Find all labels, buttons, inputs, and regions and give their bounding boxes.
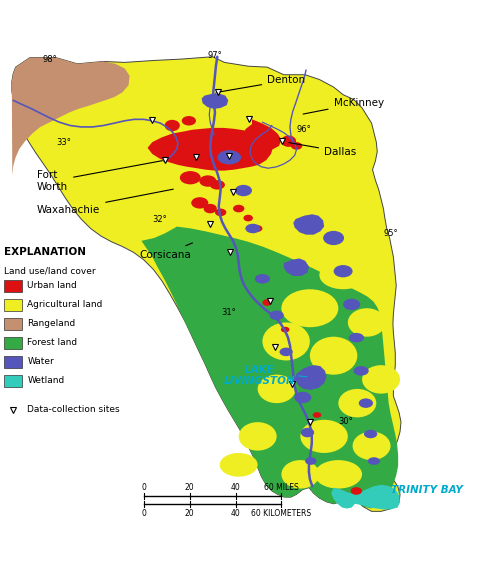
Polygon shape — [293, 215, 324, 234]
Text: Agricultural land: Agricultural land — [27, 300, 103, 309]
Text: EXPLANATION: EXPLANATION — [4, 246, 86, 257]
Ellipse shape — [243, 215, 253, 221]
Ellipse shape — [210, 180, 225, 189]
Text: Water: Water — [27, 357, 54, 366]
Text: 96°: 96° — [297, 125, 311, 134]
Ellipse shape — [165, 120, 180, 131]
Text: Wetland: Wetland — [27, 376, 65, 385]
Text: 40: 40 — [231, 483, 241, 492]
Ellipse shape — [294, 391, 311, 403]
Ellipse shape — [220, 453, 258, 477]
Ellipse shape — [368, 457, 380, 465]
Ellipse shape — [239, 422, 277, 451]
Ellipse shape — [281, 460, 320, 489]
Text: 98°: 98° — [43, 55, 58, 64]
Ellipse shape — [315, 460, 362, 489]
Ellipse shape — [364, 430, 377, 438]
Ellipse shape — [338, 389, 376, 418]
Polygon shape — [341, 485, 400, 509]
Ellipse shape — [310, 337, 357, 374]
Text: Rangeland: Rangeland — [27, 319, 76, 328]
Text: Fort
Worth: Fort Worth — [37, 160, 162, 192]
Ellipse shape — [313, 412, 321, 418]
Bar — [4, 299, 22, 311]
Ellipse shape — [182, 116, 196, 126]
Ellipse shape — [199, 175, 216, 187]
Bar — [4, 280, 22, 292]
Ellipse shape — [281, 135, 296, 147]
Text: Waxahachie: Waxahachie — [37, 189, 174, 215]
Text: 97°: 97° — [208, 51, 222, 60]
Polygon shape — [242, 119, 281, 151]
Ellipse shape — [301, 428, 314, 438]
Text: McKinney: McKinney — [303, 98, 384, 114]
Text: Corsicana: Corsicana — [139, 243, 192, 259]
Ellipse shape — [180, 171, 201, 184]
Text: 30°: 30° — [338, 417, 352, 426]
Ellipse shape — [245, 224, 260, 233]
Ellipse shape — [191, 197, 208, 209]
Ellipse shape — [343, 299, 360, 310]
Ellipse shape — [215, 209, 227, 216]
Bar — [4, 337, 22, 349]
Ellipse shape — [362, 365, 400, 394]
Text: Data-collection sites: Data-collection sites — [27, 405, 120, 414]
Ellipse shape — [298, 381, 307, 387]
Ellipse shape — [262, 299, 272, 306]
Text: Denton: Denton — [220, 76, 305, 92]
Text: 60 KILOMETERS: 60 KILOMETERS — [251, 509, 311, 517]
Ellipse shape — [255, 274, 270, 283]
Text: 0: 0 — [141, 509, 146, 517]
Text: Dallas: Dallas — [289, 143, 356, 156]
Text: LAKE
LIVINGSTON: LAKE LIVINGSTON — [224, 365, 296, 386]
Ellipse shape — [280, 348, 293, 356]
Polygon shape — [12, 57, 130, 175]
Text: Urban land: Urban land — [27, 281, 77, 290]
Ellipse shape — [233, 205, 244, 212]
Text: 33°: 33° — [57, 138, 72, 147]
Polygon shape — [201, 94, 228, 109]
Ellipse shape — [359, 398, 373, 408]
Ellipse shape — [348, 308, 386, 337]
Text: Forest land: Forest land — [27, 338, 78, 347]
Ellipse shape — [349, 333, 364, 343]
Ellipse shape — [305, 457, 317, 465]
Text: 60 MILES: 60 MILES — [264, 483, 299, 492]
Bar — [4, 356, 22, 368]
Polygon shape — [284, 258, 309, 276]
Text: Land use/land cover: Land use/land cover — [4, 266, 95, 275]
Ellipse shape — [334, 265, 352, 277]
Polygon shape — [295, 365, 326, 390]
Ellipse shape — [352, 432, 390, 460]
Polygon shape — [12, 57, 401, 512]
Text: 95°: 95° — [383, 229, 398, 238]
Ellipse shape — [269, 311, 284, 320]
Ellipse shape — [203, 204, 217, 213]
Ellipse shape — [323, 231, 344, 245]
Ellipse shape — [253, 225, 262, 232]
Text: 32°: 32° — [153, 216, 167, 224]
Ellipse shape — [320, 261, 367, 289]
Ellipse shape — [300, 420, 348, 453]
Ellipse shape — [351, 487, 362, 494]
Polygon shape — [331, 488, 356, 509]
Text: 0: 0 — [141, 483, 146, 492]
Text: 31°: 31° — [222, 308, 236, 318]
Polygon shape — [147, 128, 273, 171]
Ellipse shape — [217, 150, 241, 164]
Ellipse shape — [281, 327, 290, 332]
Ellipse shape — [262, 323, 310, 360]
Ellipse shape — [291, 142, 302, 150]
Text: 20: 20 — [185, 483, 194, 492]
Ellipse shape — [353, 366, 369, 376]
Polygon shape — [141, 226, 398, 509]
Ellipse shape — [235, 185, 252, 196]
Bar — [4, 318, 22, 330]
Text: TRINITY BAY: TRINITY BAY — [390, 485, 462, 494]
Ellipse shape — [258, 374, 295, 403]
Ellipse shape — [281, 289, 338, 327]
Text: 20: 20 — [185, 509, 194, 517]
Bar — [4, 374, 22, 387]
Text: 40: 40 — [231, 509, 241, 517]
